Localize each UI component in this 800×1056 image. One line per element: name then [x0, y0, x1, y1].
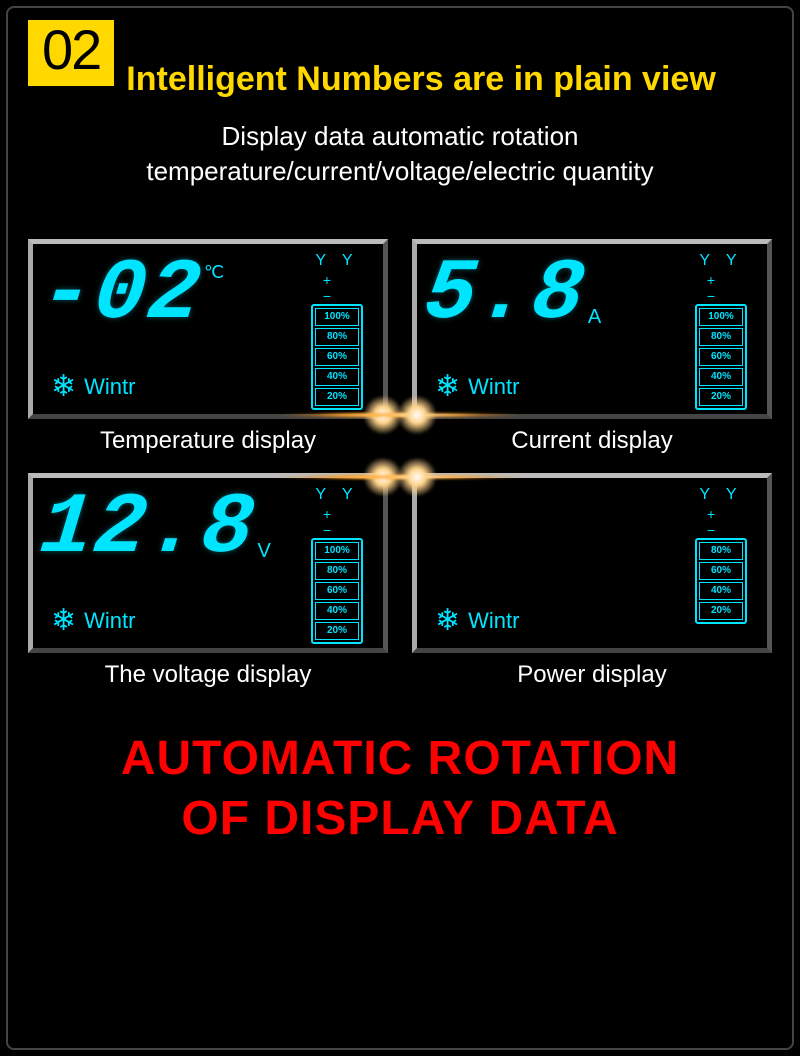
- terminal-icon: + −: [299, 506, 375, 538]
- terminal-icon: + −: [299, 272, 375, 304]
- battery-bar: 100%: [699, 308, 743, 326]
- lcd-temperature: -02℃ ❄ Wintr Y Y + − 20% 40% 60% 80% 100%: [28, 239, 388, 419]
- snowflake-icon: ❄: [435, 606, 460, 636]
- seven-segment-value: 5.8: [421, 256, 590, 333]
- battery-indicator: 20% 40% 60% 80% 100%: [311, 304, 363, 410]
- yy-label: Y Y: [699, 486, 742, 504]
- season-label: Wintr: [84, 608, 135, 634]
- battery-bar: 40%: [315, 602, 359, 620]
- seven-segment-value: -02: [37, 256, 206, 333]
- unit-label: V: [257, 540, 270, 563]
- battery-bar: 60%: [699, 348, 743, 366]
- battery-indicator: 20% 40% 60% 80%: [695, 538, 747, 624]
- battery-indicator: 20% 40% 60% 80% 100%: [695, 304, 747, 410]
- lcd-power: ❄ Wintr Y Y + − 20% 40% 60% 80%: [412, 473, 772, 653]
- battery-bar: 60%: [315, 348, 359, 366]
- battery-bar: 20%: [315, 388, 359, 406]
- unit-label: A: [588, 306, 601, 329]
- seven-segment-value: 12.8: [37, 490, 260, 567]
- battery-bar: 40%: [699, 368, 743, 386]
- battery-bar: 20%: [699, 388, 743, 406]
- battery-bar: 100%: [315, 308, 359, 326]
- yy-label: Y Y: [315, 252, 358, 270]
- battery-bar: 20%: [699, 602, 743, 620]
- battery-bar: 60%: [699, 562, 743, 580]
- battery-bar: 80%: [315, 562, 359, 580]
- battery-bar: 40%: [699, 582, 743, 600]
- unit-label: ℃: [204, 262, 224, 283]
- snowflake-icon: ❄: [51, 372, 76, 402]
- snowflake-icon: ❄: [51, 606, 76, 636]
- season-label: Wintr: [468, 608, 519, 634]
- season-label: Wintr: [84, 374, 135, 400]
- snowflake-icon: ❄: [435, 372, 460, 402]
- yy-label: Y Y: [699, 252, 742, 270]
- yy-label: Y Y: [315, 486, 358, 504]
- terminal-icon: + −: [683, 506, 759, 538]
- battery-bar: 40%: [315, 368, 359, 386]
- battery-bar: 80%: [699, 542, 743, 560]
- battery-bar: 100%: [315, 542, 359, 560]
- season-label: Wintr: [468, 374, 519, 400]
- lcd-voltage: 12.8V ❄ Wintr Y Y + − 20% 40% 60% 80% 100%: [28, 473, 388, 653]
- terminal-icon: + −: [683, 272, 759, 304]
- battery-bar: 80%: [315, 328, 359, 346]
- battery-bar: 20%: [315, 622, 359, 640]
- battery-bar: 80%: [699, 328, 743, 346]
- lcd-current: 5.8A ❄ Wintr Y Y + − 20% 40% 60% 80% 100%: [412, 239, 772, 419]
- battery-bar: 60%: [315, 582, 359, 600]
- battery-indicator: 20% 40% 60% 80% 100%: [311, 538, 363, 644]
